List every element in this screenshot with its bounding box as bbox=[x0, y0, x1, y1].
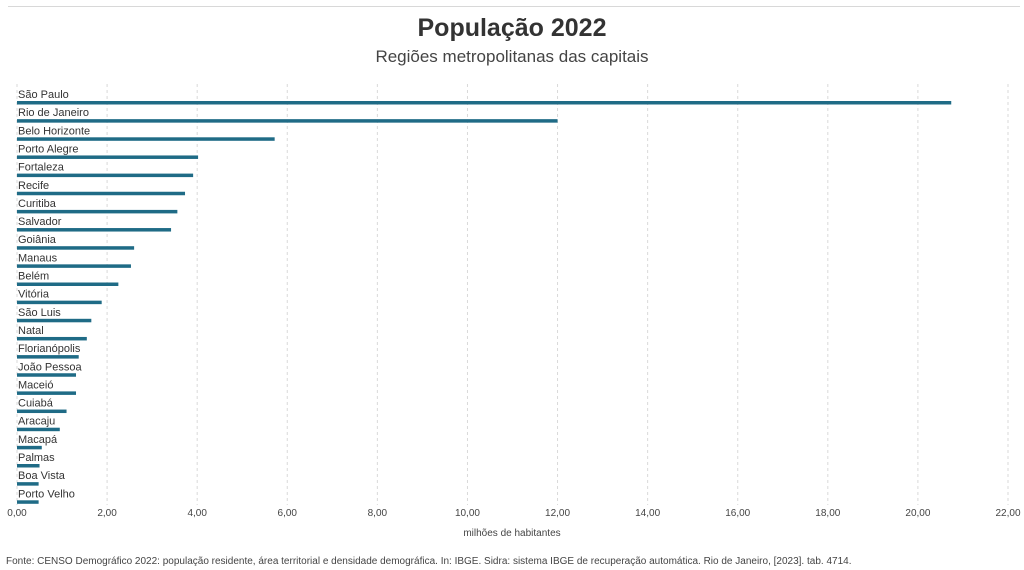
x-tick-label: 12,00 bbox=[545, 508, 570, 519]
category-label: Porto Alegre bbox=[18, 143, 79, 155]
x-tick-label: 16,00 bbox=[725, 508, 750, 519]
x-tick-label: 10,00 bbox=[455, 508, 480, 519]
category-label: Florianópolis bbox=[18, 343, 81, 355]
bar bbox=[17, 373, 77, 377]
bar bbox=[17, 391, 77, 395]
bar bbox=[17, 137, 275, 141]
x-tick-label: 8,00 bbox=[368, 508, 388, 519]
source-note: Fonte: CENSO Demográfico 2022: população… bbox=[6, 556, 852, 567]
category-label: Palmas bbox=[18, 452, 55, 464]
x-tick-label: 22,00 bbox=[995, 508, 1020, 519]
bar bbox=[17, 318, 92, 323]
chart-grid bbox=[16, 84, 1009, 505]
category-label: Manaus bbox=[18, 252, 58, 264]
category-label: São Paulo bbox=[18, 89, 69, 101]
bar bbox=[17, 246, 135, 250]
category-label: Maceió bbox=[18, 379, 53, 391]
bar bbox=[17, 464, 40, 468]
bar bbox=[17, 173, 194, 178]
x-tick-label: 6,00 bbox=[278, 508, 298, 519]
bar bbox=[17, 155, 199, 159]
bar bbox=[17, 282, 119, 286]
bar bbox=[17, 264, 131, 268]
x-tick-label: 0,00 bbox=[7, 508, 27, 519]
top-divider bbox=[8, 6, 1020, 7]
category-label: Boa Vista bbox=[18, 470, 66, 482]
category-label: Vitória bbox=[18, 289, 50, 301]
category-label: Aracaju bbox=[18, 416, 55, 428]
category-label: Recife bbox=[18, 180, 49, 192]
category-label: Rio de Janeiro bbox=[18, 107, 89, 119]
chart-x-ticks: 0,00 2,00 4,00 6,00 8,00 10,00 12,00 14,00 16,00… bbox=[7, 508, 1021, 519]
bar bbox=[17, 355, 79, 359]
x-tick-label: 18,00 bbox=[815, 508, 840, 519]
bar bbox=[17, 101, 952, 105]
bar bbox=[17, 427, 60, 432]
category-label: Curitiba bbox=[18, 198, 57, 210]
bar bbox=[17, 228, 172, 232]
bar-chart: São Paulo Rio de Janeiro Belo Horizonte Por… bbox=[7, 84, 1021, 539]
category-label: Natal bbox=[18, 325, 44, 337]
category-label: Belém bbox=[18, 271, 49, 283]
bar bbox=[17, 209, 178, 214]
bar bbox=[17, 191, 186, 196]
category-label: Fortaleza bbox=[18, 162, 65, 174]
bar bbox=[17, 482, 39, 486]
category-label: Salvador bbox=[18, 216, 62, 228]
bar bbox=[17, 500, 39, 504]
category-label: São Luis bbox=[18, 307, 61, 319]
bar bbox=[17, 336, 87, 341]
category-label: Cuiabá bbox=[18, 398, 54, 410]
category-label: João Pessoa bbox=[18, 361, 82, 373]
bar bbox=[17, 119, 558, 123]
chart-subtitle: Regiões metropolitanas das capitais bbox=[375, 47, 649, 66]
x-tick-label: 2,00 bbox=[97, 508, 117, 519]
bar bbox=[17, 300, 102, 305]
x-tick-label: 4,00 bbox=[187, 508, 207, 519]
category-label: Porto Velho bbox=[18, 488, 75, 500]
bar bbox=[17, 445, 42, 450]
category-label: Goiânia bbox=[18, 234, 57, 246]
category-label: Belo Horizonte bbox=[18, 125, 90, 137]
chart-title: População 2022 bbox=[417, 14, 607, 42]
chart-category-labels: São Paulo Rio de Janeiro Belo Horizonte Por… bbox=[18, 89, 90, 500]
x-tick-label: 20,00 bbox=[905, 508, 930, 519]
category-label: Macapá bbox=[18, 434, 58, 446]
chart-bars bbox=[17, 101, 952, 504]
x-axis-label: milhões de habitantes bbox=[463, 528, 560, 539]
x-tick-label: 14,00 bbox=[635, 508, 660, 519]
bar bbox=[17, 409, 67, 414]
